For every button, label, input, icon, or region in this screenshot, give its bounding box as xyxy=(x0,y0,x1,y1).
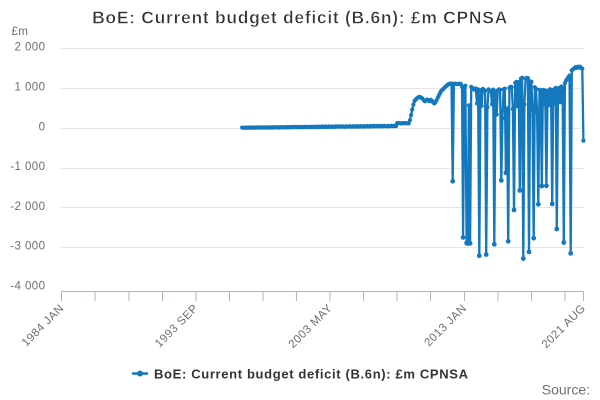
svg-text:-1 000: -1 000 xyxy=(10,161,45,173)
svg-text:2 000: 2 000 xyxy=(14,42,45,54)
svg-text:-4 000: -4 000 xyxy=(10,281,45,293)
svg-text:0: 0 xyxy=(39,121,46,133)
svg-text:Source:: Source: xyxy=(542,382,590,398)
svg-text:-2 000: -2 000 xyxy=(10,201,45,213)
svg-text:-3 000: -3 000 xyxy=(10,241,45,253)
svg-text:BoE: Current budget deficit (B: BoE: Current budget deficit (B.6n): £m C… xyxy=(92,8,508,28)
svg-text:BoE: Current budget deficit (B: BoE: Current budget deficit (B.6n): £m C… xyxy=(154,367,469,382)
svg-text:1 000: 1 000 xyxy=(14,82,45,94)
svg-text:£m: £m xyxy=(12,26,29,38)
